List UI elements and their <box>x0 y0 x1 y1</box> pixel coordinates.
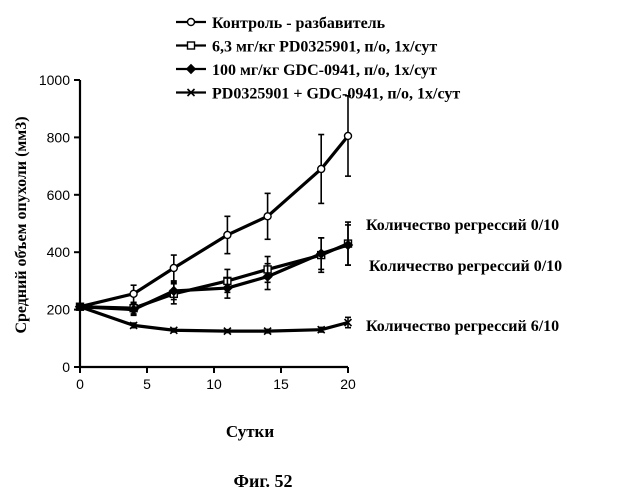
data-point <box>224 231 231 238</box>
y-tick-label: 200 <box>47 302 71 318</box>
x-tick-label: 10 <box>206 376 222 392</box>
data-point <box>170 264 177 271</box>
series-2 <box>76 225 353 315</box>
data-point <box>187 65 196 74</box>
y-tick-label: 0 <box>62 359 70 375</box>
legend-item-1: 6,3 мг/кг PD0325901, п/о, 1х/сут <box>176 39 437 56</box>
legend-label: 6,3 мг/кг PD0325901, п/о, 1х/сут <box>212 39 437 56</box>
data-point <box>188 42 195 49</box>
y-tick-label: 400 <box>47 244 71 260</box>
regression-annotation: Количество регрессий 0/10 <box>366 217 559 234</box>
series-0 <box>77 96 352 310</box>
data-point <box>345 132 352 139</box>
y-axis-label: Средний объем опухоли (мм3) <box>13 116 30 333</box>
series-layer <box>76 96 353 335</box>
series-line <box>80 136 348 307</box>
annotations: Количество регрессий 0/10 Количество регр… <box>366 217 562 335</box>
x-tick-label: 0 <box>76 376 84 392</box>
regression-annotation: Количество регрессий 6/10 <box>366 318 559 335</box>
x-tick-label: 5 <box>143 376 151 392</box>
legend-label: Контроль - разбавитель <box>212 15 386 32</box>
legend-label: 100 мг/кг GDC-0941, п/о, 1х/сут <box>212 62 437 79</box>
legend-label: PD0325901 + GDC-0941, п/о, 1х/сут <box>212 86 460 103</box>
y-tick-label: 800 <box>47 129 71 145</box>
axes: 0 200 400 600 800 1000 0 5 10 15 20 <box>39 72 356 392</box>
series-1 <box>77 222 352 314</box>
regression-annotation: Количество регрессий 0/10 <box>369 258 562 275</box>
x-tick-label: 20 <box>340 376 356 392</box>
x-axis-label: Сутки <box>226 422 274 441</box>
legend-item-3: PD0325901 + GDC-0941, п/о, 1х/сут <box>176 86 460 103</box>
data-point <box>188 19 195 26</box>
data-point <box>130 290 137 297</box>
figure-caption: Фиг. 52 <box>234 471 293 491</box>
y-tick-label: 1000 <box>39 72 70 88</box>
legend: Контроль - разбавитель 6,3 мг/кг PD032590… <box>176 15 460 103</box>
y-tick-label: 600 <box>47 187 71 203</box>
legend-item-2: 100 мг/кг GDC-0941, п/о, 1х/сут <box>176 62 437 79</box>
data-point <box>318 165 325 172</box>
x-tick-label: 15 <box>273 376 289 392</box>
data-point <box>264 213 271 220</box>
series-line <box>80 245 348 310</box>
legend-item-0: Контроль - разбавитель <box>176 15 386 32</box>
